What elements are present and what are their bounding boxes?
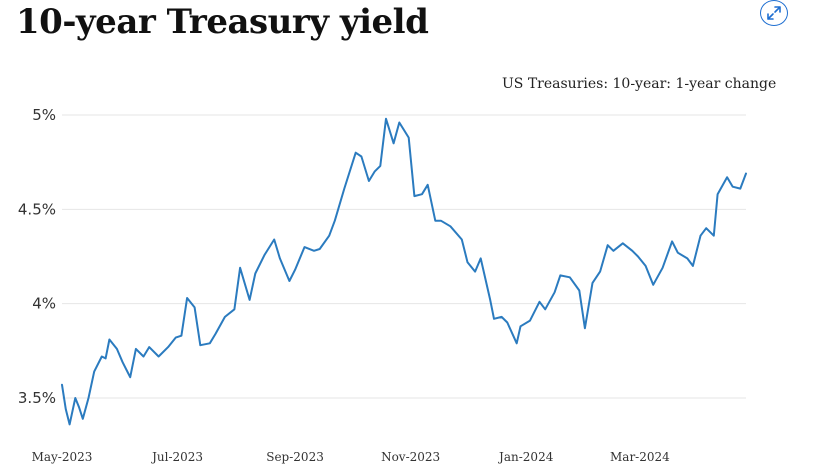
page-title: 10-year Treasury yield: [16, 2, 429, 42]
x-tick-label: Mar-2024: [610, 450, 670, 464]
series-line: [61, 117, 747, 426]
y-tick-label: 5%: [32, 106, 56, 124]
expand-icon: [767, 6, 781, 20]
x-axis: May-2023 Jul-2023 Sep-2023 Nov-2023 Jan-2024…: [32, 450, 671, 464]
x-tick-label: Jul-2023: [150, 450, 203, 464]
series-layer: [61, 117, 747, 426]
x-tick-label: Sep-2023: [266, 450, 324, 464]
expand-button[interactable]: [760, 0, 788, 26]
y-axis: 3.5% 4% 4.5% 5%: [18, 106, 56, 407]
gridlines: [62, 114, 746, 399]
x-tick-label: May-2023: [32, 450, 93, 464]
y-tick-label: 4.5%: [18, 200, 56, 218]
chart-legend: US Treasuries: 10-year: 1-year change: [502, 76, 777, 92]
y-tick-label: 4%: [32, 295, 56, 313]
x-tick-label: Nov-2023: [381, 450, 440, 464]
x-tick-label: Jan-2024: [497, 450, 554, 464]
y-tick-label: 3.5%: [18, 389, 56, 407]
